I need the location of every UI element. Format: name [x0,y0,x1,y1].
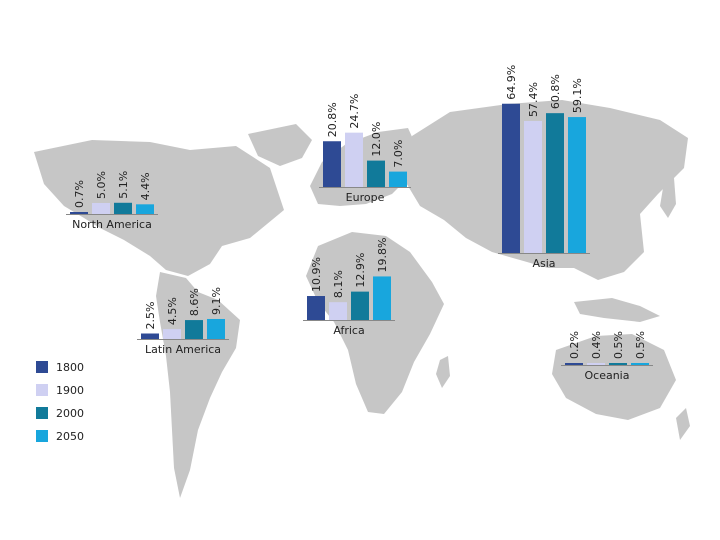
bar-europe-2000 [367,160,385,187]
value-label-africa-2000: 12.9% [354,253,367,288]
value-label-oceania-1800: 0.2% [568,331,581,359]
bar-asia-2000 [546,113,564,253]
bar-group-oceania: 0.2% 0.4% 0.5% 0.5% Oceania [561,331,653,382]
region-label-europe: Europe [346,191,385,204]
map-africa [306,232,444,414]
legend-swatch-2050 [36,430,48,442]
value-label-oceania-1900: 0.4% [590,331,603,359]
map-asia [402,100,688,280]
value-label-europe-2000: 12.0% [370,122,383,157]
value-label-latin-america-1900: 4.5% [166,297,179,325]
region-label-north-america: North America [72,218,152,231]
value-label-north-america-2050: 4.4% [139,172,152,200]
bar-asia-1800 [502,103,520,253]
region-label-oceania: Oceania [585,369,630,382]
bar-africa-2000 [351,291,369,320]
value-label-asia-2050: 59.1% [571,78,584,113]
bar-latin-america-1900 [163,329,181,339]
bar-asia-2050 [568,117,586,253]
bar-latin-america-2000 [185,320,203,339]
value-label-oceania-2000: 0.5% [612,331,625,359]
bar-north-america-2000 [114,202,132,214]
map-australia [552,334,676,420]
bar-europe-1800 [323,141,341,187]
legend-label-2000: 2000 [56,407,84,420]
map-indonesia [574,298,660,322]
bar-group-africa: 10.9% 8.1% 12.9% 19.8% Africa [303,237,395,337]
value-label-latin-america-2050: 9.1% [210,287,223,315]
map-new-zealand [676,408,690,440]
legend-swatch-2000 [36,407,48,419]
legend-label-1800: 1800 [56,361,84,374]
region-label-africa: Africa [333,324,364,337]
value-label-europe-1800: 20.8% [326,102,339,137]
value-label-asia-2000: 60.8% [549,74,562,109]
bar-north-america-1900 [92,203,110,214]
value-label-europe-1900: 24.7% [348,94,361,129]
bar-oceania-1900 [587,363,605,365]
bar-group-europe: 20.8% 24.7% 12.0% 7.0% Europe [319,94,411,204]
legend-label-1900: 1900 [56,384,84,397]
legend: 1800 1900 2000 2050 [36,361,84,443]
bar-north-america-2050 [136,204,154,214]
value-label-asia-1800: 64.9% [505,65,518,100]
value-label-latin-america-2000: 8.6% [188,288,201,316]
bar-oceania-2000 [609,363,627,365]
map-japan [660,178,676,218]
bar-groups: 0.7% 5.0% 5.1% 4.4% North America 2.5% 4.5% 8.6… [66,65,653,382]
value-label-latin-america-1800: 2.5% [144,302,157,330]
value-label-north-america-2000: 5.1% [117,171,130,199]
value-label-asia-1900: 57.4% [527,82,540,117]
value-label-africa-1900: 8.1% [332,270,345,298]
map-greenland [248,124,312,166]
bar-europe-2050 [389,171,407,187]
bar-asia-1900 [524,120,542,253]
legend-swatch-1900 [36,384,48,396]
value-label-oceania-2050: 0.5% [634,331,647,359]
bar-oceania-2050 [631,363,649,365]
bar-north-america-1800 [70,212,88,214]
bar-group-asia: 64.9% 57.4% 60.8% 59.1% Asia [498,65,590,270]
bar-africa-1800 [307,296,325,320]
map-north-america [34,140,284,276]
bar-africa-2050 [373,276,391,320]
bar-group-north-america: 0.7% 5.0% 5.1% 4.4% North America [66,171,158,231]
value-label-europe-2050: 7.0% [392,140,405,168]
bar-group-latin-america: 2.5% 4.5% 8.6% 9.1% Latin America [137,287,229,356]
legend-swatch-1800 [36,361,48,373]
bar-oceania-1800 [565,363,583,365]
bar-africa-1900 [329,302,347,320]
region-label-asia: Asia [532,257,555,270]
value-label-north-america-1900: 5.0% [95,171,108,199]
bar-latin-america-2050 [207,318,225,339]
map-madagascar [436,356,450,388]
region-label-latin-america: Latin America [145,343,221,356]
value-label-africa-2050: 19.8% [376,237,389,272]
bar-latin-america-1800 [141,333,159,339]
legend-label-2050: 2050 [56,430,84,443]
value-label-north-america-1800: 0.7% [73,180,86,208]
value-label-africa-1800: 10.9% [310,257,323,292]
bar-europe-1900 [345,132,363,187]
